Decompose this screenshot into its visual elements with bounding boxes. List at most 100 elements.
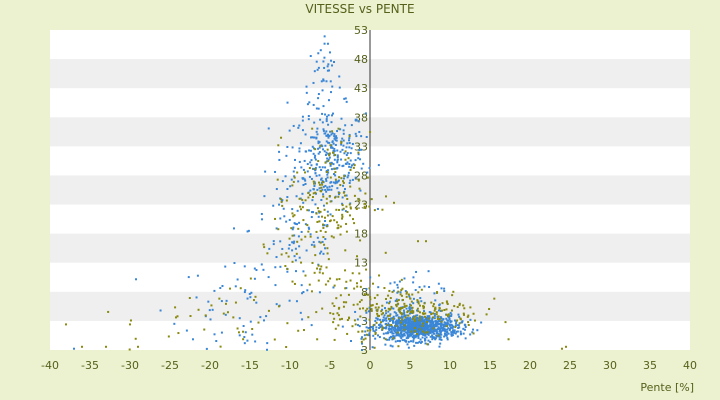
data-point (412, 328, 415, 331)
data-point (315, 107, 318, 110)
data-point (421, 330, 424, 333)
data-point (348, 142, 351, 145)
data-point (318, 146, 321, 149)
data-point (383, 287, 386, 290)
data-point (401, 316, 404, 319)
data-point (368, 205, 371, 208)
data-point (469, 306, 472, 309)
data-point (319, 268, 322, 271)
data-point (459, 318, 462, 321)
data-point (423, 320, 426, 323)
data-point (398, 327, 401, 330)
data-point (398, 321, 401, 324)
data-point (462, 304, 465, 307)
data-point (446, 323, 449, 326)
data-point (374, 306, 377, 309)
data-point (242, 338, 245, 341)
data-point (410, 330, 413, 333)
data-point (388, 319, 391, 322)
data-point (314, 191, 317, 194)
data-point (426, 331, 429, 334)
data-point (450, 334, 453, 337)
data-point (302, 329, 305, 332)
x-tick-label: 40 (683, 359, 697, 372)
data-point (382, 316, 385, 319)
data-point (401, 339, 404, 342)
data-point (348, 165, 351, 168)
data-point (333, 167, 336, 170)
data-point (329, 213, 332, 216)
x-tick-label: -5 (325, 359, 336, 372)
data-point (274, 266, 277, 269)
data-point (345, 162, 348, 165)
data-point (345, 100, 348, 103)
data-point (325, 179, 328, 182)
data-point (308, 101, 311, 104)
data-point (432, 329, 435, 332)
data-point (452, 329, 455, 332)
x-axis-label: Pente [%] (640, 381, 694, 394)
data-point (378, 336, 381, 339)
data-point (340, 143, 343, 146)
data-point (368, 332, 371, 335)
data-point (416, 307, 419, 310)
data-point (297, 126, 300, 129)
data-point (336, 158, 339, 161)
data-point (433, 292, 436, 295)
data-point (338, 176, 341, 179)
data-point (405, 331, 408, 334)
data-point (344, 124, 347, 127)
data-point (314, 168, 317, 171)
data-point (319, 118, 322, 121)
data-point (317, 279, 320, 282)
data-point (207, 300, 210, 303)
data-point (423, 285, 426, 288)
data-point (383, 319, 386, 322)
data-point (354, 159, 357, 162)
data-point (422, 327, 425, 330)
data-point (399, 291, 402, 294)
data-point (328, 154, 331, 157)
data-point (417, 320, 420, 323)
data-point (414, 328, 417, 331)
data-point (401, 329, 404, 332)
data-point (324, 113, 327, 116)
data-point (387, 314, 390, 317)
data-point (396, 300, 399, 303)
data-point (326, 115, 329, 118)
data-point (388, 314, 391, 317)
x-tick-label: -35 (81, 359, 99, 372)
data-point (458, 322, 461, 325)
data-point (459, 330, 462, 333)
data-point (334, 182, 337, 185)
data-point (326, 186, 329, 189)
data-point (400, 278, 403, 281)
data-point (441, 328, 444, 331)
data-point (319, 252, 322, 255)
data-point (439, 322, 442, 325)
data-point (321, 166, 324, 169)
data-point (266, 252, 269, 255)
data-point (440, 330, 443, 333)
data-point (404, 316, 407, 319)
data-point (329, 130, 332, 133)
data-point (391, 290, 394, 293)
data-point (428, 311, 431, 314)
data-point (464, 324, 467, 327)
data-point (412, 339, 415, 342)
data-point (401, 335, 404, 338)
data-point (306, 163, 309, 166)
data-point (318, 271, 321, 274)
data-point (408, 305, 411, 308)
data-point (257, 321, 260, 324)
data-point (316, 236, 319, 239)
data-point (342, 191, 345, 194)
data-point (328, 134, 331, 137)
data-point (360, 340, 363, 343)
data-point (408, 317, 411, 320)
data-point (380, 310, 383, 313)
data-point (296, 240, 299, 243)
data-point (294, 247, 297, 250)
data-point (419, 321, 422, 324)
data-point (364, 330, 367, 333)
